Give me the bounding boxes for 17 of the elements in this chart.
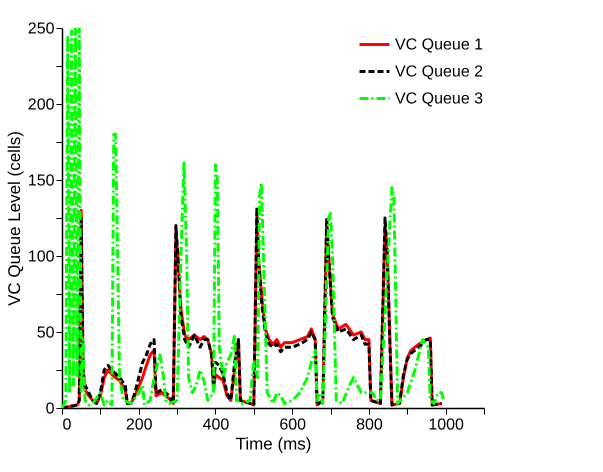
y-tick-label: 50 — [36, 324, 55, 342]
y-tick-label: 100 — [28, 248, 55, 266]
y-tick-label: 0 — [46, 400, 55, 418]
x-tick-label: 800 — [356, 416, 383, 434]
legend-label: VC Queue 1 — [395, 36, 484, 54]
legend-label: VC Queue 2 — [395, 64, 484, 80]
y-tick-label: 150 — [28, 172, 55, 190]
x-tick-label: 1000 — [428, 416, 464, 434]
legend-label: VC Queue 3 — [395, 90, 484, 108]
y-tick-label: 200 — [28, 96, 55, 114]
x-axis-title: Time (ms) — [236, 434, 312, 454]
x-tick-label: 600 — [279, 416, 306, 434]
x-tick-label: 0 — [62, 416, 72, 434]
x-tick-label: 200 — [126, 416, 153, 434]
x-tick-label: 400 — [202, 416, 230, 434]
y-axis-title: VC Queue Level (cells) — [4, 131, 24, 306]
y-tick-label: 250 — [28, 20, 55, 38]
